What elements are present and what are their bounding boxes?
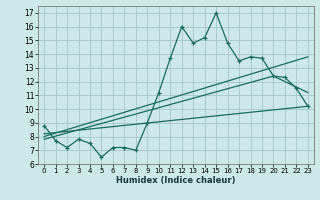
X-axis label: Humidex (Indice chaleur): Humidex (Indice chaleur) xyxy=(116,176,236,185)
